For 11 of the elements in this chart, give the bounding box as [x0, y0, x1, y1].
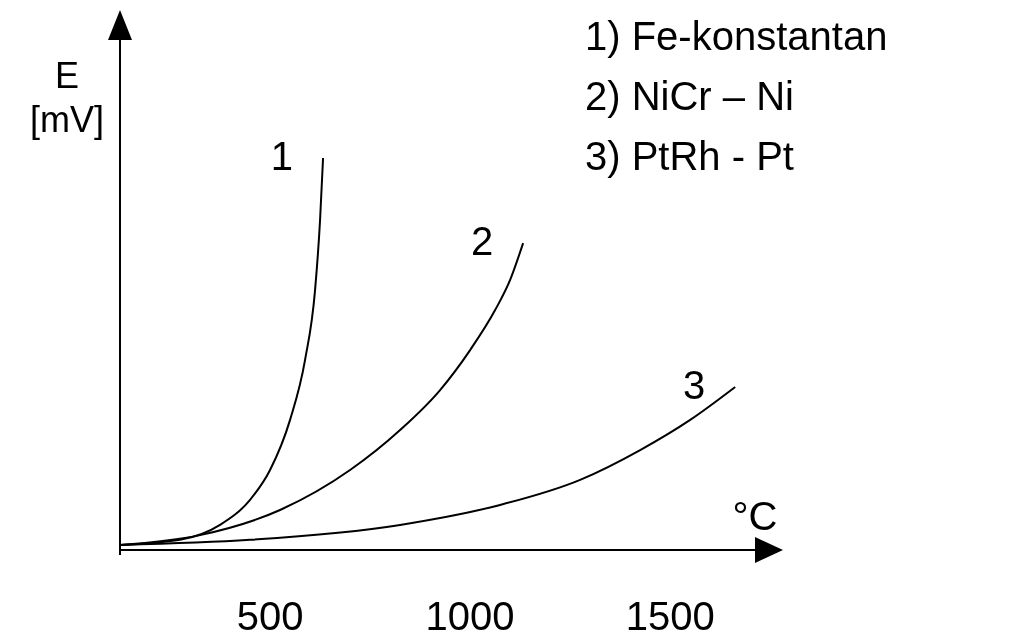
x-tick-label: 1500: [625, 594, 715, 638]
text: 1) Fe-konstantan: [585, 14, 888, 58]
series-label: 1: [270, 134, 294, 178]
series-label: 3: [682, 362, 706, 407]
series-label: 2: [470, 219, 494, 264]
annotation: 3) PtRh - Pt: [585, 134, 794, 178]
text: 2) NiCr – Ni: [585, 74, 794, 118]
x-tick-label: 500: [236, 594, 304, 638]
x-axis-title: °C: [732, 494, 778, 538]
x-tick-label: 1000: [425, 594, 515, 638]
y-axis-title: E [mV]: [29, 55, 105, 140]
